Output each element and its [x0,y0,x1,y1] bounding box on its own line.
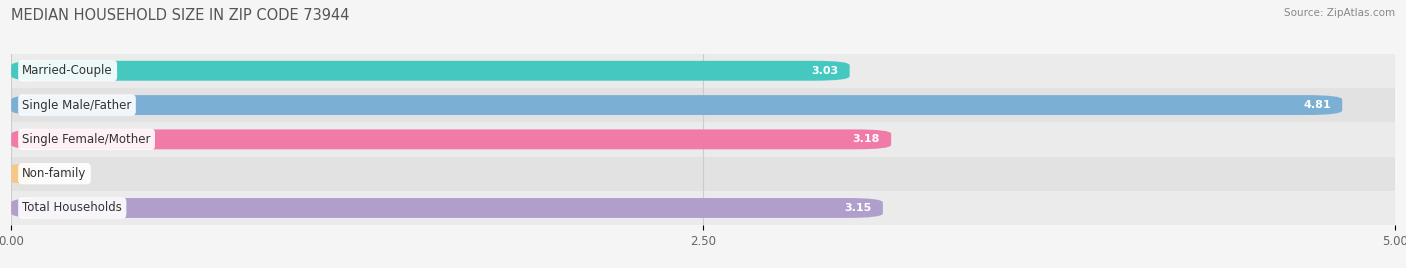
Bar [11,191,1395,225]
FancyBboxPatch shape [11,61,849,81]
Text: 4.81: 4.81 [1303,100,1331,110]
Text: 0.00: 0.00 [48,169,75,179]
Text: Source: ZipAtlas.com: Source: ZipAtlas.com [1284,8,1395,18]
FancyBboxPatch shape [11,164,34,184]
Text: 3.18: 3.18 [852,134,880,144]
FancyBboxPatch shape [11,198,883,218]
Text: Total Households: Total Households [22,202,122,214]
Text: MEDIAN HOUSEHOLD SIZE IN ZIP CODE 73944: MEDIAN HOUSEHOLD SIZE IN ZIP CODE 73944 [11,8,350,23]
FancyBboxPatch shape [11,129,891,149]
Text: Married-Couple: Married-Couple [22,64,112,77]
Text: 3.15: 3.15 [845,203,872,213]
Text: 3.03: 3.03 [811,66,838,76]
Text: Single Female/Mother: Single Female/Mother [22,133,150,146]
Bar [11,88,1395,122]
FancyBboxPatch shape [11,95,1343,115]
Text: Single Male/Father: Single Male/Father [22,99,132,111]
Bar [11,157,1395,191]
Text: Non-family: Non-family [22,167,87,180]
Bar [11,54,1395,88]
Bar [11,122,1395,157]
